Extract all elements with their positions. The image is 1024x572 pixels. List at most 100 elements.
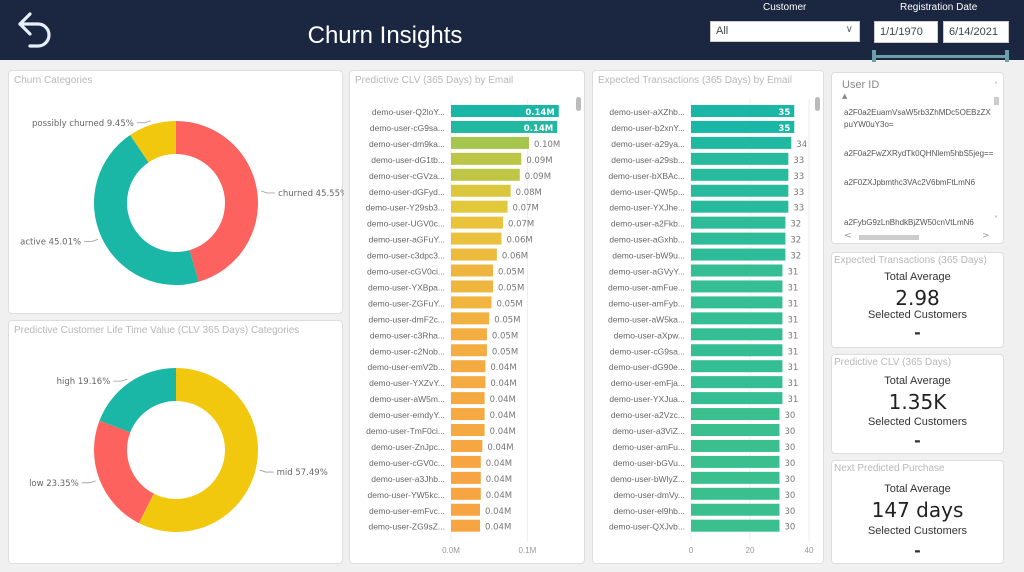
- bar[interactable]: [451, 424, 485, 436]
- bar[interactable]: [451, 136, 529, 149]
- bar-category-label[interactable]: demo-user-emdyY...: [369, 410, 445, 420]
- user-id-item[interactable]: a2F0ZXJpbmthc3VAc2V6bmFtLmN6: [844, 178, 976, 187]
- bar-category-label[interactable]: demo-user-cGV0c...: [369, 458, 445, 468]
- bar[interactable]: [691, 360, 783, 373]
- bar[interactable]: [451, 408, 485, 421]
- scroll-up-icon[interactable]: ˄: [994, 81, 998, 90]
- donut-slice-low[interactable]: [93, 420, 154, 524]
- donut-slice-high[interactable]: [99, 368, 176, 433]
- bar[interactable]: [691, 136, 792, 149]
- bar[interactable]: [451, 360, 486, 373]
- bar-category-label[interactable]: demo-user-a2Fkb...: [611, 219, 685, 229]
- bar-category-label[interactable]: demo-user-aXZhb...: [609, 107, 685, 117]
- bar-category-label[interactable]: demo-user-ZnJpc...: [371, 442, 445, 452]
- bar-category-label[interactable]: demo-user-amFu...: [613, 442, 685, 452]
- bar-category-label[interactable]: demo-user-ZG9sZ...: [368, 522, 445, 532]
- bar-category-label[interactable]: demo-user-cGV0ci...: [367, 267, 445, 277]
- bar[interactable]: [691, 248, 786, 261]
- bar-category-label[interactable]: demo-user-aW5m...: [370, 394, 445, 404]
- scroll-down-icon[interactable]: ˅: [994, 215, 998, 224]
- bar[interactable]: [451, 232, 502, 245]
- bar-category-label[interactable]: demo-user-QXJvb...: [609, 522, 685, 532]
- bar-category-label[interactable]: demo-user-el9hb...: [614, 506, 685, 516]
- bar[interactable]: [451, 328, 487, 341]
- bar[interactable]: [691, 312, 783, 325]
- bar[interactable]: [451, 439, 483, 452]
- bar[interactable]: [691, 455, 780, 468]
- bar[interactable]: [451, 264, 494, 277]
- clv-chart-scrollbar-thumb[interactable]: [576, 97, 581, 111]
- bar[interactable]: [451, 392, 485, 405]
- bar[interactable]: [451, 152, 522, 165]
- bar[interactable]: [691, 439, 780, 452]
- bar-category-label[interactable]: demo-user-c3Rha...: [370, 330, 445, 340]
- donut-slice-churned[interactable]: [176, 121, 258, 282]
- bar-category-label[interactable]: demo-user-aGFuY...: [369, 235, 445, 245]
- bar-category-label[interactable]: demo-user-UGV0c...: [367, 219, 445, 229]
- bar-category-label[interactable]: demo-user-a2Vzc...: [611, 410, 685, 420]
- bar-category-label[interactable]: demo-user-ZGFuY...: [368, 298, 445, 308]
- user-id-item[interactable]: a2FybG9zLnBhdkBjZW50cnVtLmN6: [844, 218, 974, 227]
- bar-category-label[interactable]: demo-user-dG1tb...: [371, 155, 445, 165]
- transactions-chart-scrollbar-thumb[interactable]: [815, 97, 820, 111]
- bar[interactable]: [451, 519, 481, 532]
- bar-category-label[interactable]: demo-user-dmVy...: [614, 490, 685, 500]
- bar-category-label[interactable]: demo-user-c2Nob...: [370, 346, 445, 356]
- registration-end-date-input[interactable]: 6/14/2021: [943, 21, 1009, 43]
- bar-category-label[interactable]: demo-user-Q2loY...: [372, 107, 445, 117]
- bar-category-label[interactable]: demo-user-bGVu...: [613, 458, 685, 468]
- bar-category-label[interactable]: demo-user-YXZvY...: [369, 378, 445, 388]
- bar[interactable]: [691, 328, 783, 341]
- bar-category-label[interactable]: demo-user-bWlyZ...: [610, 474, 685, 484]
- user-id-item[interactable]: a2F0a2FwZXRydTk0QHNlem5hbS5jeg==: [844, 149, 994, 158]
- bar[interactable]: [691, 105, 795, 117]
- bar[interactable]: [691, 424, 780, 436]
- bar-category-label[interactable]: demo-user-Y29sb3...: [366, 203, 445, 213]
- bar[interactable]: [691, 232, 786, 245]
- bar-category-label[interactable]: demo-user-emFvc...: [369, 506, 445, 516]
- donut-slice-active[interactable]: [94, 135, 199, 285]
- horizontal-scrollbar-thumb[interactable]: [859, 235, 919, 240]
- bar-category-label[interactable]: demo-user-bW9u...: [612, 251, 685, 261]
- sort-ascending-icon[interactable]: ▲: [842, 92, 848, 100]
- bar[interactable]: [691, 152, 789, 165]
- user-id-item[interactable]: a2F0a2EuamVsaW5rb3ZhMDc5OEBzZXpuYW0uY3o=: [844, 108, 991, 129]
- user-id-header[interactable]: User ID: [842, 79, 880, 91]
- bar[interactable]: [691, 376, 783, 389]
- bar[interactable]: [451, 312, 490, 325]
- bar-category-label[interactable]: demo-user-bXBAc...: [608, 171, 685, 181]
- donut-slice-mid[interactable]: [138, 368, 258, 532]
- bar-category-label[interactable]: demo-user-cG9sa...: [370, 123, 445, 133]
- bar[interactable]: [691, 471, 780, 484]
- bar[interactable]: [451, 471, 481, 484]
- back-button[interactable]: [12, 8, 56, 52]
- bar[interactable]: [451, 184, 511, 197]
- bar[interactable]: [691, 168, 789, 181]
- date-range-slider-end-handle[interactable]: [1005, 50, 1009, 62]
- bar[interactable]: [451, 296, 492, 309]
- bar-category-label[interactable]: demo-user-c3dpc3...: [367, 251, 445, 261]
- bar-category-label[interactable]: demo-user-aGxhb...: [609, 235, 685, 245]
- bar-category-label[interactable]: demo-user-YXJhe...: [609, 203, 685, 213]
- bar-category-label[interactable]: demo-user-amFue...: [608, 282, 685, 292]
- bar-category-label[interactable]: demo-user-QW5p...: [610, 187, 685, 197]
- date-range-slider-track[interactable]: [874, 55, 1008, 58]
- bar[interactable]: [451, 200, 508, 213]
- bar-category-label[interactable]: demo-user-dGFyd...: [369, 187, 445, 197]
- bar[interactable]: [691, 216, 786, 229]
- bar[interactable]: [691, 280, 783, 293]
- bar[interactable]: [691, 264, 783, 277]
- bar[interactable]: [691, 296, 783, 309]
- bar-category-label[interactable]: demo-user-YXBpa...: [368, 282, 445, 292]
- bar[interactable]: [691, 408, 780, 421]
- bar[interactable]: [451, 105, 559, 117]
- bar[interactable]: [691, 392, 783, 405]
- bar-category-label[interactable]: demo-user-YW5kc...: [368, 490, 445, 500]
- bar[interactable]: [691, 120, 795, 133]
- bar-category-label[interactable]: demo-user-YXJua...: [609, 394, 685, 404]
- bar-category-label[interactable]: demo-user-a3ViZ...: [612, 426, 685, 436]
- bar-category-label[interactable]: demo-user-aXpw...: [614, 330, 685, 340]
- bar[interactable]: [451, 487, 481, 500]
- bar[interactable]: [451, 216, 503, 229]
- bar[interactable]: [451, 503, 481, 516]
